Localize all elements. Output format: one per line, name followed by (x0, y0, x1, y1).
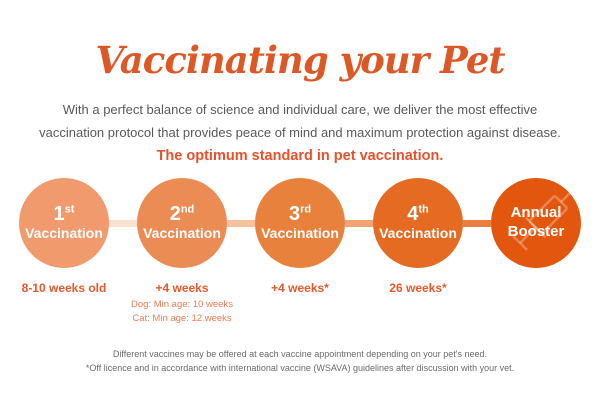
timeline-connector (345, 219, 373, 227)
disclaimer-line-1: Different vaccines may be offered at eac… (112, 349, 488, 359)
step-circle-1st-vaccination: 1st Vaccination (19, 178, 109, 268)
step-circle-annual-booster: Annual Booster (491, 178, 581, 268)
step-label: Vaccination (379, 225, 457, 242)
age-notes: Dog: Min age: 10 weeks Cat: Min age: 12 … (123, 298, 241, 326)
timeline-connector (463, 219, 491, 227)
intro-line-1: With a perfect balance of science and in… (62, 102, 538, 117)
intro-paragraph: With a perfect balance of science and in… (0, 99, 600, 145)
step-label-line-1: Annual (510, 204, 562, 222)
disclaimer-line-2: *Off licence and in accordance with inte… (85, 362, 515, 373)
sublabel-col-1: 8-10 weeks old (21, 281, 107, 295)
dog-min-age-note: Dog: Min age: 10 weeks (131, 299, 233, 310)
step-circle-3rd-vaccination: 3rd Vaccination (255, 178, 345, 268)
step-label: Vaccination (261, 225, 339, 242)
step-ordinal: 2nd (169, 203, 195, 226)
intro-line-2: vaccination protocol that provides peace… (39, 124, 561, 140)
page-title: Vaccinating your Pet (95, 38, 506, 82)
tagline: The optimum standard in pet vaccination. (156, 148, 444, 164)
step-circle-4th-vaccination: 4th Vaccination (373, 178, 463, 268)
step-label: Vaccination (143, 225, 221, 242)
cat-min-age-note: Cat: Min age: 12 weeks (132, 312, 232, 324)
vaccination-timeline: 1st Vaccination 2nd Vaccination 3rd Vacc… (0, 178, 600, 268)
step-label-line-2: Booster (507, 223, 565, 240)
step-circle-2nd-vaccination: 2nd Vaccination (137, 178, 227, 268)
sublabel-col-4: 26 weeks* (389, 281, 447, 295)
sublabel-col-5 (477, 281, 595, 326)
timeline-connector (227, 219, 255, 227)
step-ordinal: 4th (407, 203, 429, 226)
sublabel-col-2: +4 weeks Dog: Min age: 10 weeks Cat: Min… (123, 281, 241, 326)
step-ordinal: 3rd (288, 203, 312, 226)
disclaimer: Different vaccines may be offered at eac… (0, 348, 600, 376)
timeline-connector (109, 219, 137, 227)
timeline-sublabels: 8-10 weeks old +4 weeks Dog: Min age: 10… (5, 281, 595, 326)
step-ordinal: 1st (53, 203, 75, 226)
sublabel-col-3: +4 weeks* (271, 281, 329, 295)
step-label: Vaccination (25, 225, 103, 242)
